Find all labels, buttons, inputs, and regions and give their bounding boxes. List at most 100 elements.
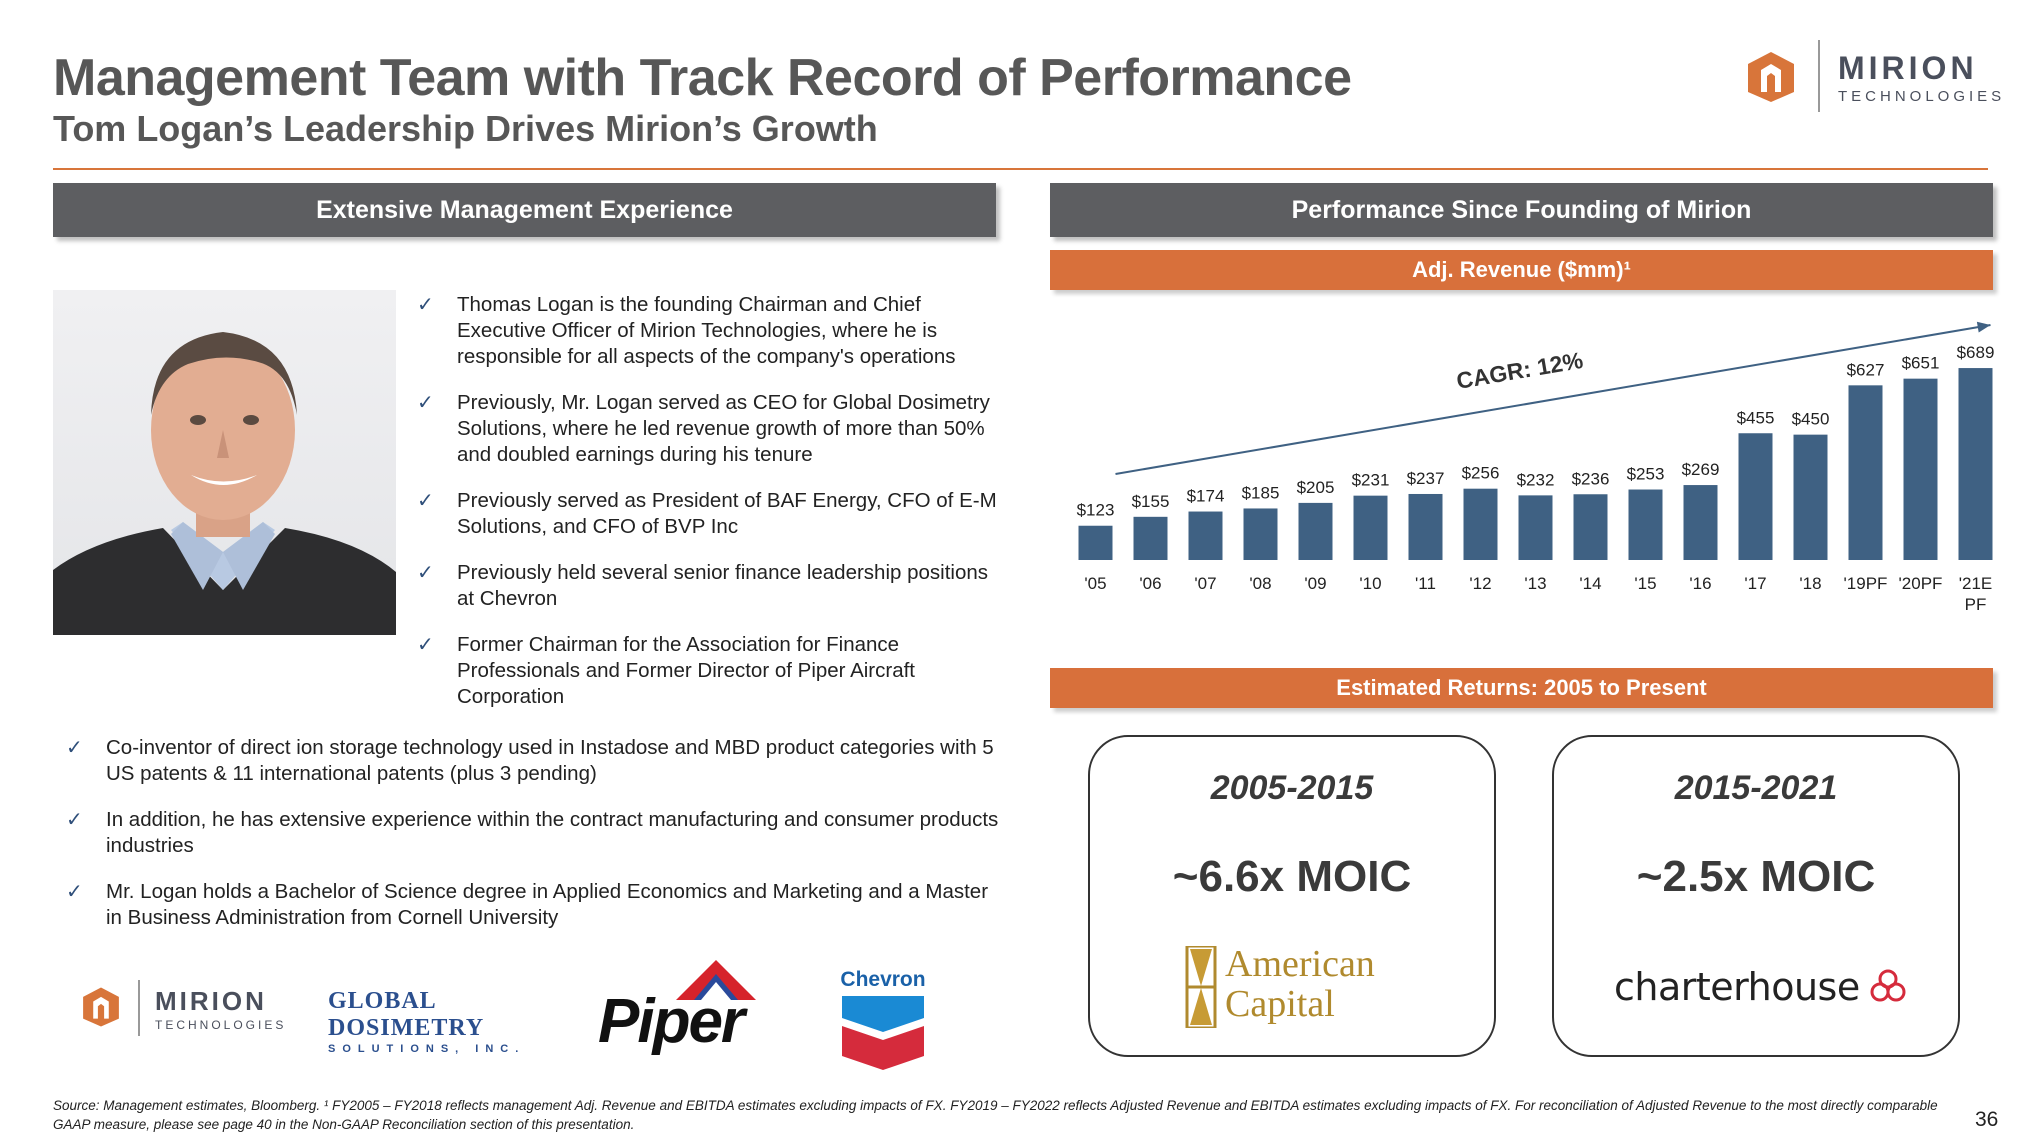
bar-9	[1573, 494, 1608, 560]
piper-triangle-icon	[676, 960, 756, 1000]
gds-wordmark: GLOBAL DOSIMETRY	[328, 988, 485, 1041]
mirion-logo-small: MIRION TECHNOLOGIES	[80, 980, 290, 1040]
bar-value-label: $185	[1242, 483, 1280, 502]
x-tick-label: '18	[1799, 574, 1821, 593]
bar-value-label: $253	[1627, 465, 1665, 484]
bar-10	[1628, 489, 1663, 560]
check-icon: ✓	[417, 634, 434, 656]
logo-subtitle: TECHNOLOGIES	[1838, 88, 2006, 105]
chevron-wordmark: Chevron	[840, 968, 926, 991]
bar-value-label: $205	[1297, 478, 1335, 497]
check-icon: ✓	[417, 392, 434, 414]
bar-value-label: $627	[1847, 360, 1885, 379]
bar-13	[1793, 434, 1828, 560]
bar-6	[1408, 493, 1443, 560]
portrait-illustration	[53, 332, 396, 635]
bar-4	[1298, 502, 1333, 560]
bar-value-label: $236	[1572, 469, 1610, 488]
x-tick-label: '08	[1249, 574, 1271, 593]
bar-value-label: $237	[1407, 469, 1445, 488]
logo-divider	[138, 980, 140, 1036]
executive-photo	[53, 290, 396, 635]
american-capital-line2: Capital	[1225, 983, 1335, 1025]
logo-name: MIRION	[1838, 50, 1978, 86]
bar-7	[1463, 488, 1498, 560]
returns-period: 2005-2015	[1210, 769, 1374, 807]
x-tick-label: '19PF	[1844, 574, 1888, 593]
bar-value-label: $231	[1352, 471, 1390, 490]
x-tick-label: PF	[1965, 595, 1987, 614]
bar-value-label: $256	[1462, 464, 1500, 483]
returns-header: Estimated Returns: 2005 to Present	[1050, 668, 1993, 708]
bar-12	[1738, 433, 1773, 560]
returns-moic: ~2.5x MOIC	[1636, 852, 1876, 901]
x-tick-label: '20PF	[1899, 574, 1943, 593]
management-section-header: Extensive Management Experience	[53, 183, 996, 237]
logo-divider	[1818, 40, 1820, 112]
x-tick-label: '17	[1744, 574, 1766, 593]
returns-period: 2015-2021	[1674, 769, 1838, 807]
piper-logo: Piper	[598, 960, 798, 1056]
charterhouse-knot-icon	[1870, 969, 1906, 1002]
bar-8	[1518, 495, 1553, 560]
list-item: ✓ Previously held several senior finance …	[417, 561, 989, 610]
logo-name: MIRION	[155, 986, 267, 1016]
list-item: ✓ Previously, Mr. Logan served as CEO for…	[417, 391, 990, 466]
bar-0	[1078, 525, 1113, 560]
bar-2	[1188, 511, 1223, 560]
performance-section-header: Performance Since Founding of Mirion	[1050, 183, 1993, 237]
global-dosimetry-logo: GLOBAL DOSIMETRY SOLUTIONS, INC.	[328, 988, 568, 1055]
charterhouse-wordmark: charterhouse	[1614, 965, 1860, 1009]
bar-16	[1958, 368, 1993, 560]
returns-card-2005-2015: 2005-2015 ~6.6x MOIC American Capital	[1088, 735, 1496, 1057]
returns-moic: ~6.6x MOIC	[1172, 852, 1412, 901]
logo-subtitle: TECHNOLOGIES	[155, 1018, 287, 1032]
bar-value-label: $123	[1077, 501, 1115, 520]
bar-value-label: $455	[1737, 408, 1775, 427]
bar-14	[1848, 385, 1883, 560]
experience-list-bottom: ✓ Co-inventor of direct ion storage techn…	[66, 735, 1006, 931]
list-item: ✓ Mr. Logan holds a Bachelor of Science d…	[66, 880, 989, 929]
list-item: ✓ In addition, he has extensive experienc…	[66, 808, 999, 857]
check-icon: ✓	[417, 490, 434, 512]
chevron-emblem-icon	[842, 996, 924, 1070]
mirion-mark-icon	[1748, 52, 1794, 102]
american-capital-mark-icon	[1185, 946, 1217, 1028]
bar-value-label: $174	[1187, 487, 1225, 506]
x-tick-label: '06	[1139, 574, 1161, 593]
bar-1	[1133, 516, 1168, 560]
x-tick-label: '09	[1304, 574, 1326, 593]
revenue-bar-chart: $123 '05 $155 '06 $174 '07 $185 '08 $205 '09 $231 '…	[1077, 321, 1995, 614]
revenue-chart-header: Adj. Revenue ($mm)¹	[1050, 250, 1993, 290]
x-tick-label: '16	[1689, 574, 1711, 593]
bar-value-label: $232	[1517, 470, 1555, 489]
x-tick-label: '07	[1194, 574, 1216, 593]
x-tick-label: '13	[1524, 574, 1546, 593]
x-tick-label: '15	[1634, 574, 1656, 593]
bar-3	[1243, 508, 1278, 560]
x-tick-label: '10	[1359, 574, 1381, 593]
source-footnote: Source: Management estimates, Bloomberg.…	[53, 1098, 1938, 1132]
check-icon: ✓	[417, 562, 434, 584]
page-title: Management Team with Track Record of Per…	[53, 49, 1352, 107]
mirion-logo: MIRION TECHNOLOGIES	[1744, 36, 2004, 116]
page-subtitle: Tom Logan’s Leadership Drives Mirion’s G…	[53, 108, 878, 149]
bar-5	[1353, 495, 1388, 560]
cagr-trend-line	[1115, 324, 1991, 475]
bar-value-label: $269	[1682, 460, 1720, 479]
american-capital-line1: American	[1225, 943, 1375, 985]
charterhouse-logo: charterhouse	[1614, 965, 1914, 1015]
x-tick-label: '21E	[1959, 574, 1993, 593]
list-item: ✓ Former Chairman for the Association for…	[417, 633, 915, 708]
experience-list-top: ✓ Thomas Logan is the founding Chairman a…	[417, 292, 1007, 710]
x-tick-label: '05	[1084, 574, 1106, 593]
check-icon: ✓	[66, 809, 83, 831]
bar-value-label: $689	[1957, 343, 1995, 362]
x-tick-label: '12	[1469, 574, 1491, 593]
check-icon: ✓	[66, 737, 83, 759]
cagr-annotation: CAGR: 12%	[1454, 347, 1584, 394]
x-tick-label: '11	[1415, 574, 1436, 593]
list-item: ✓ Co-inventor of direct ion storage techn…	[66, 736, 994, 785]
header-divider	[53, 168, 1988, 170]
page-number: 36	[1975, 1108, 1999, 1131]
